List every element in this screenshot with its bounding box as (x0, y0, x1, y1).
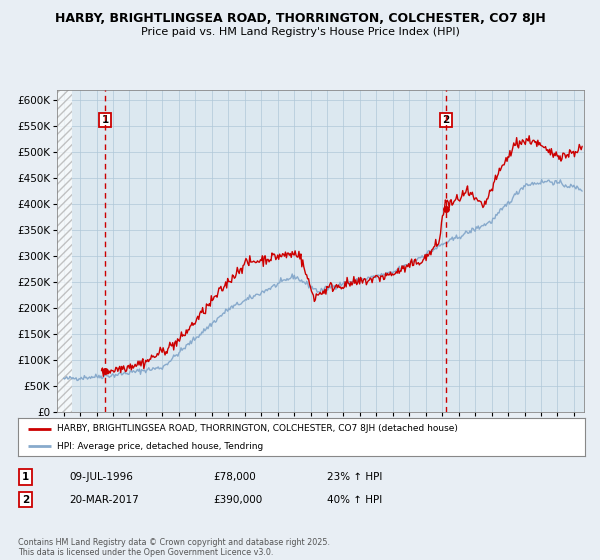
Text: 2: 2 (22, 494, 29, 505)
Text: Contains HM Land Registry data © Crown copyright and database right 2025.
This d: Contains HM Land Registry data © Crown c… (18, 538, 330, 557)
Text: 20-MAR-2017: 20-MAR-2017 (69, 494, 139, 505)
Text: 40% ↑ HPI: 40% ↑ HPI (327, 494, 382, 505)
Text: HPI: Average price, detached house, Tendring: HPI: Average price, detached house, Tend… (56, 442, 263, 451)
Text: 1: 1 (22, 472, 29, 482)
Text: Price paid vs. HM Land Registry's House Price Index (HPI): Price paid vs. HM Land Registry's House … (140, 27, 460, 37)
Text: 23% ↑ HPI: 23% ↑ HPI (327, 472, 382, 482)
Text: HARBY, BRIGHTLINGSEA ROAD, THORRINGTON, COLCHESTER, CO7 8JH: HARBY, BRIGHTLINGSEA ROAD, THORRINGTON, … (55, 12, 545, 25)
Text: HARBY, BRIGHTLINGSEA ROAD, THORRINGTON, COLCHESTER, CO7 8JH (detached house): HARBY, BRIGHTLINGSEA ROAD, THORRINGTON, … (56, 424, 457, 433)
Text: 1: 1 (101, 115, 109, 125)
Text: £78,000: £78,000 (213, 472, 256, 482)
Text: 2: 2 (442, 115, 449, 125)
Text: 09-JUL-1996: 09-JUL-1996 (69, 472, 133, 482)
Text: £390,000: £390,000 (213, 494, 262, 505)
